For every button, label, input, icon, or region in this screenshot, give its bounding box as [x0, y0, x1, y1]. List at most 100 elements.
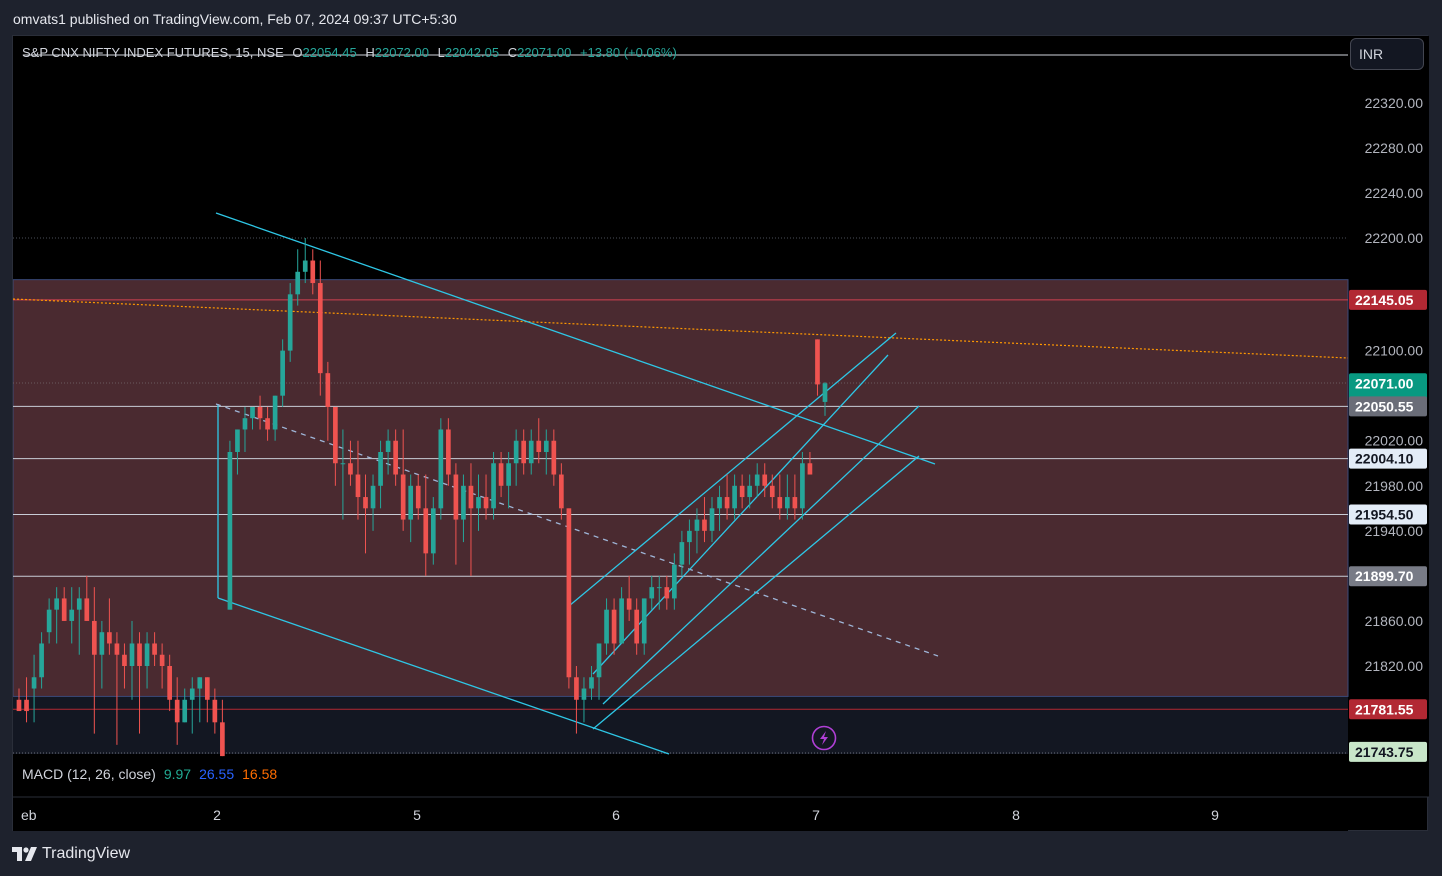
candle-body-56[interactable] — [438, 429, 444, 509]
candle-body-53[interactable] — [415, 485, 421, 509]
uptrend-outer-lower[interactable] — [592, 455, 920, 730]
candle-body-92[interactable] — [709, 508, 715, 531]
candle-body-8[interactable] — [76, 598, 82, 610]
candle-body-48[interactable] — [378, 452, 383, 486]
candle-body-62[interactable] — [483, 497, 489, 509]
candle-body-91[interactable] — [702, 519, 707, 531]
candle-body-60[interactable] — [468, 485, 474, 509]
demand-zone[interactable] — [13, 279, 1349, 697]
candle-body-36[interactable] — [287, 294, 293, 351]
chart-canvas[interactable]: 22320.00 22280.00 22240.00 22200.00 22100.00… — [13, 36, 1429, 832]
price-label-0[interactable] — [1349, 289, 1427, 310]
candle-body-27[interactable] — [220, 722, 225, 757]
candle-body-55[interactable] — [430, 508, 436, 554]
candle-body-63[interactable] — [491, 463, 496, 509]
candle-body-20[interactable] — [167, 666, 172, 700]
candle-body-47[interactable] — [370, 485, 376, 509]
candle-body-50[interactable] — [393, 440, 398, 475]
candle-body-30[interactable] — [242, 418, 248, 430]
candle-body-0[interactable] — [16, 699, 22, 712]
candle-body-86[interactable] — [664, 587, 670, 599]
candle-body-2[interactable] — [31, 677, 37, 689]
price-label-2[interactable] — [1349, 396, 1427, 417]
candle-body-99[interactable] — [762, 474, 768, 486]
candle-body-70[interactable] — [543, 440, 549, 452]
orange-trendline[interactable] — [13, 298, 1349, 359]
uptrend-outer-upper[interactable] — [568, 332, 897, 607]
candle-body-104[interactable] — [800, 463, 805, 509]
candle-body-9[interactable] — [84, 598, 90, 621]
candle-body-37[interactable] — [295, 271, 301, 295]
candle-body-29[interactable] — [235, 429, 240, 452]
candle-body-93[interactable] — [717, 497, 722, 509]
candle-body-106[interactable] — [815, 339, 820, 385]
candle-body-10[interactable] — [91, 620, 97, 655]
candle-body-11[interactable] — [99, 632, 105, 655]
candle-body-73[interactable] — [566, 508, 572, 678]
price-label-7[interactable] — [1349, 741, 1427, 762]
candle-body-102[interactable] — [785, 497, 790, 509]
candle-body-105[interactable] — [807, 463, 813, 475]
candle-body-90[interactable] — [694, 519, 700, 531]
candle-body-43[interactable] — [340, 463, 346, 465]
chart-frame[interactable]: 22320.00 22280.00 22240.00 22200.00 22100.00… — [12, 35, 1429, 832]
candle-body-15[interactable] — [129, 643, 135, 666]
candle-body-28[interactable] — [227, 452, 233, 610]
candle-body-33[interactable] — [265, 418, 270, 430]
candle-body-23[interactable] — [189, 688, 195, 700]
candle-body-24[interactable] — [197, 677, 203, 689]
candle-body-89[interactable] — [687, 530, 692, 543]
candle-body-88[interactable] — [679, 542, 685, 565]
candle-body-45[interactable] — [355, 474, 361, 498]
candle-body-17[interactable] — [144, 643, 150, 666]
candle-body-34[interactable] — [272, 395, 278, 430]
candle-body-38[interactable] — [302, 260, 308, 272]
candle-body-68[interactable] — [528, 440, 534, 464]
candle-body-96[interactable] — [739, 485, 745, 498]
candle-body-94[interactable] — [724, 497, 730, 509]
candle-body-59[interactable] — [461, 485, 466, 520]
candle-body-65[interactable] — [506, 463, 511, 486]
candle-body-1[interactable] — [24, 699, 29, 712]
price-label-6[interactable] — [1349, 699, 1427, 720]
candle-body-61[interactable] — [476, 497, 481, 509]
candle-body-85[interactable] — [656, 587, 662, 589]
tradingview-logo[interactable]: TradingView — [12, 843, 142, 867]
candle-body-67[interactable] — [521, 440, 527, 464]
candle-body-82[interactable] — [634, 609, 640, 644]
candle-body-72[interactable] — [559, 474, 564, 509]
candle-body-12[interactable] — [107, 632, 112, 644]
candle-body-49[interactable] — [385, 440, 391, 452]
candle-body-46[interactable] — [363, 497, 368, 509]
symbol-title[interactable]: S&P CNX NIFTY INDEX FUTURES, 15, NSE — [22, 45, 284, 60]
candle-body-81[interactable] — [626, 598, 632, 610]
downtrend-upper-line[interactable] — [215, 212, 936, 465]
candle-body-58[interactable] — [453, 474, 459, 520]
candle-body-79[interactable] — [611, 609, 617, 644]
candle-body-101[interactable] — [777, 497, 783, 509]
candle-body-44[interactable] — [348, 463, 353, 475]
price-axis[interactable] — [1349, 36, 1429, 797]
candle-body-78[interactable] — [604, 609, 609, 644]
downtrend-mid-dashed[interactable] — [215, 403, 939, 657]
candle-body-95[interactable] — [732, 485, 737, 509]
candle-body-66[interactable] — [513, 440, 519, 464]
candle-body-52[interactable] — [408, 485, 414, 520]
candle-body-71[interactable] — [551, 440, 557, 475]
candle-body-64[interactable] — [498, 463, 504, 486]
candle-body-40[interactable] — [317, 283, 323, 374]
candle-body-21[interactable] — [174, 699, 180, 723]
price-label-3[interactable] — [1349, 448, 1427, 469]
candle-body-74[interactable] — [574, 677, 579, 700]
candle-body-83[interactable] — [641, 598, 647, 644]
candle-body-32[interactable] — [257, 406, 263, 419]
candle-body-19[interactable] — [159, 654, 165, 666]
candle-body-57[interactable] — [446, 429, 451, 475]
price-label-4[interactable] — [1349, 504, 1427, 525]
candle-body-97[interactable] — [747, 485, 753, 498]
candle-body-7[interactable] — [69, 609, 75, 621]
candle-body-18[interactable] — [152, 643, 157, 655]
candle-body-54[interactable] — [423, 508, 429, 554]
candle-body-6[interactable] — [61, 598, 67, 621]
candle-body-3[interactable] — [39, 643, 44, 678]
